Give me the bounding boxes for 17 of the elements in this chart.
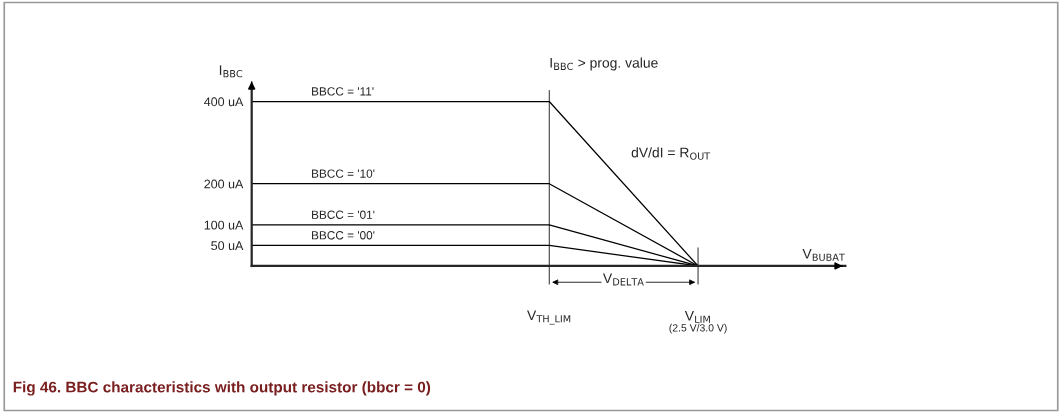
y-tick-label: 100 uA — [204, 220, 244, 230]
text: (2.5 V/3.0 V) — [669, 323, 727, 334]
text: Fig 46. BBC characteristics with output resistor (bbcr = 0) — [13, 381, 431, 396]
annotation: dV/dI = R$_{OUT}$ — [631, 147, 711, 160]
y-tick-label: 200 uA — [204, 179, 244, 189]
x-tick-label: V$_{LIM}$ — [684, 310, 710, 323]
series-label: BBCC = '11' — [312, 87, 374, 96]
x-tick-label: V$_{TH_LIM}$ — [527, 310, 571, 325]
y-tick-label: 50 uA — [211, 241, 244, 251]
x-axis-title: V$_{BUBAT}$ — [802, 248, 845, 261]
text: I$_{BBC}$ > prog. value — [550, 57, 658, 71]
y-tick-label: 400 uA — [204, 97, 244, 107]
text: V$_{DELTA}$ — [602, 273, 644, 286]
y-axis-title: I$_{BBC}$ — [219, 65, 243, 78]
series-label: BBCC = '10' — [312, 169, 375, 178]
series-label: BBCC = '00' — [312, 231, 375, 240]
series-label: BBCC = '01' — [312, 210, 375, 219]
